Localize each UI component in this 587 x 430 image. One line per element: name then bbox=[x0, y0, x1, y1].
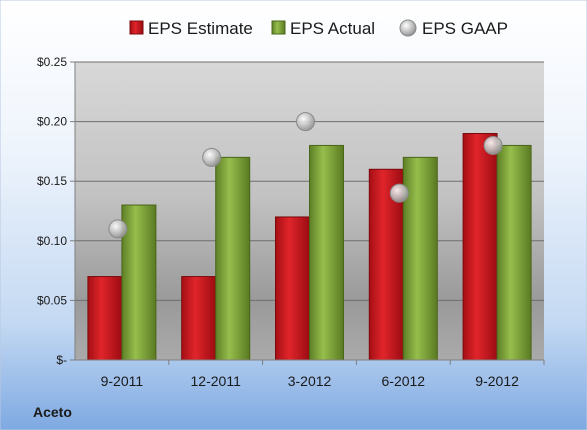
legend: EPS Estimate EPS Actual EPS GAAP bbox=[129, 19, 508, 38]
y-axis-ticks: $- $0.05 $0.10 $0.15 $0.20 $0.25 bbox=[37, 55, 75, 367]
bar-eps-estimate bbox=[87, 276, 123, 361]
legend-swatch bbox=[129, 20, 144, 35]
x-tick-label: 9-2012 bbox=[475, 373, 519, 389]
bar-eps-actual bbox=[215, 156, 251, 361]
y-tick-label: $0.05 bbox=[37, 293, 67, 307]
y-tick-label: $0.15 bbox=[37, 174, 67, 188]
legend-label: EPS Estimate bbox=[148, 19, 253, 38]
company-label: Aceto bbox=[33, 404, 72, 420]
legend-label: EPS Actual bbox=[290, 19, 375, 38]
bar-eps-actual bbox=[121, 204, 157, 361]
bar-eps-estimate bbox=[462, 133, 498, 361]
y-tick-label: $0.20 bbox=[37, 115, 67, 129]
y-tick-label: $- bbox=[56, 353, 67, 367]
legend-swatch bbox=[399, 19, 417, 37]
gaap-marker bbox=[389, 183, 409, 203]
y-tick-label: $0.10 bbox=[37, 234, 67, 248]
gaap-marker bbox=[483, 135, 503, 155]
legend-swatch bbox=[271, 20, 286, 35]
bar-eps-actual bbox=[496, 144, 532, 361]
legend-label: EPS GAAP bbox=[422, 19, 508, 38]
x-axis-ticks: 9-2011 12-2011 3-2012 6-2012 9-2012 bbox=[101, 360, 545, 389]
bar-eps-actual bbox=[402, 156, 438, 361]
x-tick-label: 12-2011 bbox=[191, 373, 242, 389]
bar-eps-estimate bbox=[275, 216, 310, 361]
gaap-marker bbox=[108, 219, 128, 239]
bars bbox=[87, 133, 532, 361]
gaap-markers bbox=[108, 112, 503, 239]
bar-eps-actual bbox=[309, 144, 344, 361]
y-tick-label: $0.25 bbox=[37, 55, 67, 69]
x-tick-label: 6-2012 bbox=[382, 373, 426, 389]
x-tick-label: 9-2011 bbox=[101, 373, 144, 389]
bar-eps-estimate bbox=[181, 276, 217, 361]
gaap-marker bbox=[202, 147, 222, 167]
gaap-marker bbox=[296, 112, 315, 132]
x-tick-label: 3-2012 bbox=[288, 373, 332, 389]
